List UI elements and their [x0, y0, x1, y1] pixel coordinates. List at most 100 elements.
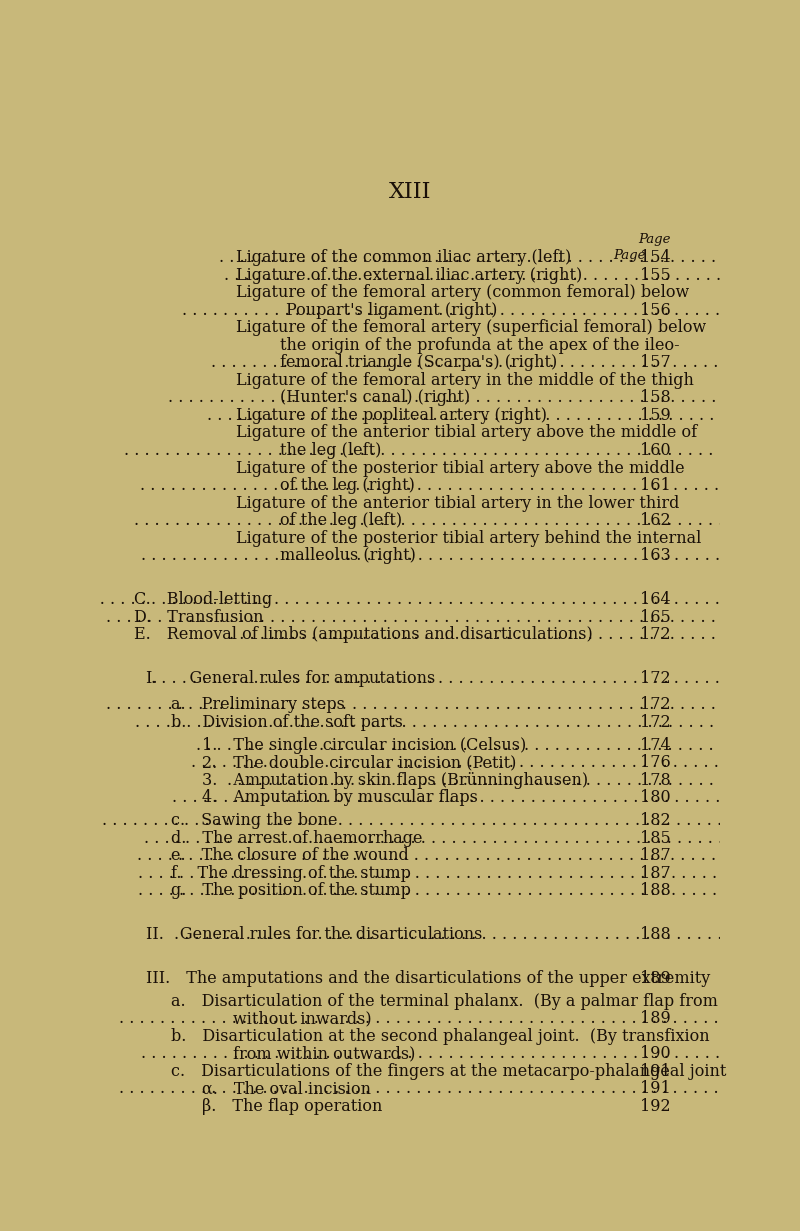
- Text: . . . . . . . . . . . . . . . . . . . . . . . . . . . . . . . . . . . . . . . . : . . . . . . . . . . . . . . . . . . . . …: [218, 249, 800, 266]
- Text: a. Disarticulation of the terminal phalanx.  (By a palmar flap from: a. Disarticulation of the terminal phala…: [171, 992, 718, 1009]
- Text: Page: Page: [638, 233, 670, 246]
- Text: 158: 158: [640, 389, 670, 406]
- Text: . . . . . . . . . . . . . . . . . . . . . . . . . . . . . . . . . . . . . . . . : . . . . . . . . . . . . . . . . . . . . …: [134, 512, 800, 529]
- Text: . . . . . . . . . . . . . . . . . . . . . . . . . . . . . . . . . . . . . . . . : . . . . . . . . . . . . . . . . . . . . …: [123, 442, 800, 459]
- Text: 172: 172: [640, 697, 670, 713]
- Text: e. The closure of the wound: e. The closure of the wound: [171, 847, 409, 864]
- Text: Ligature of the posterior tibial artery behind the internal: Ligature of the posterior tibial artery …: [237, 529, 702, 547]
- Text: . . . . . . . . . . . . . . . . . . . . . . . . . . . . . . . . . . . . . . . . : . . . . . . . . . . . . . . . . . . . . …: [168, 389, 800, 406]
- Text: D. Transfusion: D. Transfusion: [134, 608, 264, 625]
- Text: Ligature of the femoral artery in the middle of the thigh: Ligature of the femoral artery in the mi…: [237, 372, 694, 389]
- Text: . . . . . . . . . . . . . . . . . . . . . . . . . . . . . . . . . . . . . . . . : . . . . . . . . . . . . . . . . . . . . …: [182, 302, 800, 319]
- Text: . . . . . . . . . . . . . . . . . . . . . . . . . . . . . . . . . . . . . . . . : . . . . . . . . . . . . . . . . . . . . …: [138, 847, 800, 864]
- Text: . . . . . . . . . . . . . . . . . . . . . . . . . . . . . . . . . . . . . . . . : . . . . . . . . . . . . . . . . . . . . …: [140, 478, 800, 494]
- Text: Page: Page: [613, 249, 646, 262]
- Text: I.  General rules for amputations: I. General rules for amputations: [146, 670, 436, 687]
- Text: XIII: XIII: [389, 181, 431, 203]
- Text: c. Sawing the bone: c. Sawing the bone: [171, 812, 338, 828]
- Text: . . . . . . . . . . . . . . . . . . . . . . . . . . . . . . . . . . . . . . . . : . . . . . . . . . . . . . . . . . . . . …: [138, 864, 800, 881]
- Text: . . . . . . . . . . . . . . . . . . . . . . . . . . . . . . . . . . . . . . . . : . . . . . . . . . . . . . . . . . . . . …: [224, 267, 800, 283]
- Text: 156: 156: [640, 302, 670, 319]
- Text: . . . . . . . . . . . . . . . . . . . . . . . . . . . . . . . . . . . . . . . . : . . . . . . . . . . . . . . . . . . . . …: [174, 926, 800, 943]
- Text: g. The position of the stump: g. The position of the stump: [171, 883, 411, 899]
- Text: . . . . . . . . . . . . . . . . . . . . . . . . . . . . . . . . . . . . . . . . : . . . . . . . . . . . . . . . . . . . . …: [141, 548, 800, 564]
- Text: Ligature of the popliteal artery (right): Ligature of the popliteal artery (right): [237, 407, 547, 423]
- Text: f. The dressing of the stump: f. The dressing of the stump: [171, 864, 411, 881]
- Text: Ligature of the anterior tibial artery above the middle of: Ligature of the anterior tibial artery a…: [237, 425, 698, 442]
- Text: . . . . . . . . . . . . . . . . . . . . . . . . . . . . . . . . . . . . . . . . : . . . . . . . . . . . . . . . . . . . . …: [102, 812, 800, 828]
- Text: d. The arrest of haemorrhage: d. The arrest of haemorrhage: [171, 830, 422, 847]
- Text: 1. The single circular incision (Celsus): 1. The single circular incision (Celsus): [202, 736, 526, 753]
- Text: 192: 192: [640, 1098, 670, 1115]
- Text: b. Disarticulation at the second phalangeal joint.  (By transfixion: b. Disarticulation at the second phalang…: [171, 1028, 710, 1045]
- Text: 189: 189: [640, 970, 670, 987]
- Text: 162: 162: [640, 512, 670, 529]
- Text: II. General rules for the disarticulations: II. General rules for the disarticulatio…: [146, 926, 483, 943]
- Text: α. The oval incision: α. The oval incision: [202, 1081, 371, 1097]
- Text: 191: 191: [640, 1081, 670, 1097]
- Text: Ligature of the posterior tibial artery above the middle: Ligature of the posterior tibial artery …: [237, 459, 685, 476]
- Text: 187: 187: [640, 847, 670, 864]
- Text: . . . . . . . . . . . . . . . . . . . . . . . . . . . . . . . . . . . . . . . . : . . . . . . . . . . . . . . . . . . . . …: [144, 830, 800, 847]
- Text: from within outwards): from within outwards): [234, 1045, 416, 1062]
- Text: a. Preliminary steps: a. Preliminary steps: [171, 697, 345, 713]
- Text: Ligature of the common iliac artery (left): Ligature of the common iliac artery (lef…: [237, 249, 572, 266]
- Text: 164: 164: [640, 591, 670, 608]
- Text: . . . . . . . . . . . . . . . . . . . . . . . . . . . . . . . . . . . . . . . . : . . . . . . . . . . . . . . . . . . . . …: [151, 670, 800, 687]
- Text: the origin of the profunda at the apex of the ileo-: the origin of the profunda at the apex o…: [280, 337, 679, 353]
- Text: 3. Amputation by skin flaps (Brünninghausen): 3. Amputation by skin flaps (Brünninghau…: [202, 772, 589, 789]
- Text: . . . . . . . . . . . . . . . . . . . . . . . . . . . . . . . . . . . . . . . . : . . . . . . . . . . . . . . . . . . . . …: [206, 407, 800, 423]
- Text: 172: 172: [640, 670, 670, 687]
- Text: 185: 185: [640, 830, 670, 847]
- Text: 154: 154: [640, 249, 670, 266]
- Text: . . . . . . . . . . . . . . . . . . . . . . . . . . . . . . . . . . . . . . . . : . . . . . . . . . . . . . . . . . . . . …: [211, 355, 800, 372]
- Text: . . . . . . . . . . . . . . . . . . . . . . . . . . . . . . . . . . . . . . . . : . . . . . . . . . . . . . . . . . . . . …: [65, 608, 800, 625]
- Text: 157: 157: [640, 355, 670, 372]
- Text: 155: 155: [640, 267, 670, 283]
- Text: 163: 163: [640, 548, 670, 564]
- Text: 174: 174: [640, 736, 670, 753]
- Text: . . . . . . . . . . . . . . . . . . . . . . . . . . . . . . . . . . . . . . . . : . . . . . . . . . . . . . . . . . . . . …: [119, 1011, 800, 1027]
- Text: . . . . . . . . . . . . . . . . . . . . . . . . . . . . . . . . . . . . . . . . : . . . . . . . . . . . . . . . . . . . . …: [227, 772, 800, 789]
- Text: of the leg (right): of the leg (right): [280, 478, 414, 494]
- Text: 182: 182: [640, 812, 670, 828]
- Text: . . . . . . . . . . . . . . . . . . . . . . . . . . . . . . . . . . . . . . . . : . . . . . . . . . . . . . . . . . . . . …: [172, 789, 800, 806]
- Text: Ligature of the external iliac artery (right): Ligature of the external iliac artery (r…: [237, 267, 582, 283]
- Text: the leg (left): the leg (left): [280, 442, 381, 459]
- Text: of the leg (left): of the leg (left): [280, 512, 402, 529]
- Text: . . . . . . . . . . . . . . . . . . . . . . . . . . . . . . . . . . . . . . . . : . . . . . . . . . . . . . . . . . . . . …: [138, 883, 800, 899]
- Text: 159: 159: [640, 407, 670, 423]
- Text: . . . . . . . . . . . . . . . . . . . . . . . . . . . . . . . . . . . . . . . . : . . . . . . . . . . . . . . . . . . . . …: [118, 1081, 800, 1097]
- Text: malleolus (right): malleolus (right): [280, 548, 416, 564]
- Text: femoral triangle (Scarpa's) (right): femoral triangle (Scarpa's) (right): [280, 355, 557, 372]
- Text: 190: 190: [640, 1045, 670, 1062]
- Text: β. The flap operation: β. The flap operation: [202, 1098, 382, 1115]
- Text: Ligature of the femoral artery (common femoral) below: Ligature of the femoral artery (common f…: [237, 284, 690, 302]
- Text: E. Removal of limbs (amputations and disarticulations): E. Removal of limbs (amputations and dis…: [134, 627, 593, 643]
- Text: 180: 180: [640, 789, 670, 806]
- Text: 187: 187: [640, 864, 670, 881]
- Text: without inwards): without inwards): [234, 1011, 372, 1027]
- Text: . . . . . . . . . . . . . . . . . . . . . . . . . . . . . . . . . . . . . . . . : . . . . . . . . . . . . . . . . . . . . …: [141, 1045, 800, 1062]
- Text: . . . . . . . . . . . . . . . . . . . . . . . . . . . . . . . . . . . . . . . . : . . . . . . . . . . . . . . . . . . . . …: [69, 591, 800, 608]
- Text: 188: 188: [640, 926, 670, 943]
- Text: c. Disarticulations of the fingers at the metacarpo-phalangeal joint: c. Disarticulations of the fingers at th…: [171, 1062, 726, 1080]
- Text: Ligature of the femoral artery (superficial femoral) below: Ligature of the femoral artery (superfic…: [237, 319, 706, 336]
- Text: b. Division of the soft parts: b. Division of the soft parts: [171, 714, 403, 731]
- Text: 160: 160: [640, 442, 670, 459]
- Text: (Hunter's canal) (right): (Hunter's canal) (right): [280, 389, 470, 406]
- Text: . . . . . . . . . . . . . . . . . . . . . . . . . . . . . . . . . . . . . . . . : . . . . . . . . . . . . . . . . . . . . …: [191, 755, 800, 771]
- Text: . . . . . . . . . . . . . . . . . . . . . . . . . . . . . . . . . . . . . . . . : . . . . . . . . . . . . . . . . . . . . …: [196, 736, 800, 753]
- Text: . . . . . . . . . . . . . . . . . . . . . . . . . . . . . . . . . . . . . . . . : . . . . . . . . . . . . . . . . . . . . …: [134, 714, 800, 731]
- Text: . . . . . . . . . . . . . . . . . . . . . . . . . . . . . . . . . . . . . . . . : . . . . . . . . . . . . . . . . . . . . …: [230, 627, 800, 643]
- Text: . . . . . . . . . . . . . . . . . . . . . . . . . . . . . . . . . . . . . . . . : . . . . . . . . . . . . . . . . . . . . …: [124, 1098, 800, 1115]
- Text: 161: 161: [640, 478, 670, 494]
- Text: 176: 176: [640, 755, 670, 771]
- Text: 189: 189: [640, 1011, 670, 1027]
- Text: Ligature of the anterior tibial artery in the lower third: Ligature of the anterior tibial artery i…: [237, 495, 680, 512]
- Text: C. Blood-letting: C. Blood-letting: [134, 591, 272, 608]
- Text: 165: 165: [640, 608, 670, 625]
- Text: 178: 178: [640, 772, 670, 789]
- Text: . . . . . . . . . . . . . . . . . . . . . . . . . . . . . . . . . . . . . . . . : . . . . . . . . . . . . . . . . . . . . …: [106, 697, 800, 713]
- Text: III. The amputations and the disarticulations of the upper extremity: III. The amputations and the disarticula…: [146, 970, 710, 987]
